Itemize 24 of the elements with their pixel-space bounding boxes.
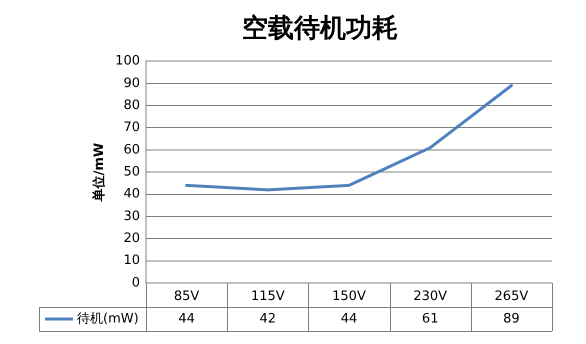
x-tick-label: 115V bbox=[250, 289, 285, 304]
y-tick-label: 20 bbox=[123, 231, 140, 246]
y-axis-title: 单位/mW bbox=[91, 142, 108, 202]
y-tick-label: 90 bbox=[123, 76, 140, 91]
data-label: 61 bbox=[422, 311, 438, 326]
y-tick-label: 60 bbox=[123, 142, 140, 158]
y-tick-label: 80 bbox=[123, 98, 140, 113]
y-tick-label: 40 bbox=[123, 186, 140, 202]
data-label: 42 bbox=[260, 311, 276, 326]
x-tick-label: 230V bbox=[413, 289, 448, 304]
y-tick-label: 70 bbox=[123, 120, 140, 136]
y-tick-label: 0 bbox=[132, 275, 140, 290]
y-tick-label: 100 bbox=[115, 54, 140, 69]
data-label: 44 bbox=[340, 311, 358, 326]
y-tick-label: 10 bbox=[123, 253, 140, 268]
x-tick-label: 265V bbox=[494, 289, 528, 304]
data-label: 44 bbox=[178, 311, 195, 326]
chart-title: 空载待机功耗 bbox=[242, 13, 398, 44]
x-tick-label: 150V bbox=[332, 289, 366, 304]
y-tick-label: 30 bbox=[123, 208, 140, 224]
y-tick-label: 50 bbox=[123, 164, 140, 180]
legend-label: 待机(mW) bbox=[77, 311, 139, 326]
data-label: 89 bbox=[503, 311, 520, 326]
x-tick-label: 85V bbox=[174, 289, 200, 304]
